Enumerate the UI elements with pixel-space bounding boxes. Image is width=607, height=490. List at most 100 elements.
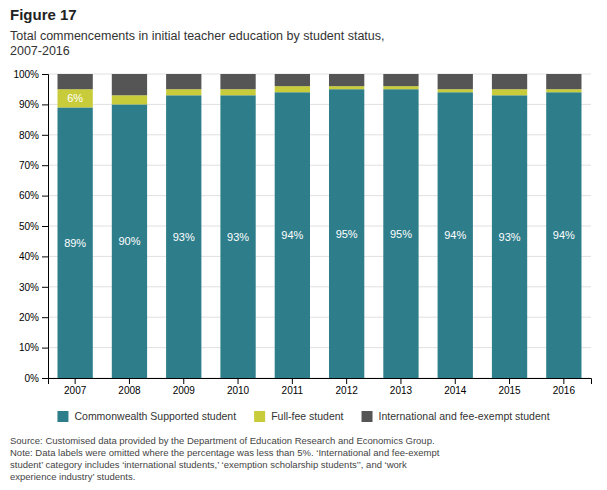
tick-mark bbox=[42, 74, 48, 75]
tick-mark bbox=[509, 378, 510, 384]
tick-label: 2012 bbox=[336, 385, 359, 396]
tick-label: 40% bbox=[19, 251, 39, 262]
axis-line bbox=[42, 75, 49, 379]
bar bbox=[220, 74, 255, 89]
tick-mark bbox=[563, 378, 564, 384]
tick-mark bbox=[42, 165, 48, 166]
tick: 20% bbox=[19, 312, 48, 323]
tick: 2013 bbox=[390, 378, 413, 396]
chart: Figure 17 Total commencements in initial … bbox=[0, 0, 607, 490]
tick: 2008 bbox=[118, 378, 141, 396]
bar bbox=[438, 92, 473, 378]
legend-swatch bbox=[57, 411, 68, 422]
tick-mark bbox=[42, 196, 48, 197]
bar bbox=[383, 89, 418, 378]
bar bbox=[112, 74, 147, 95]
tick: 70% bbox=[19, 160, 48, 171]
tick-mark bbox=[238, 378, 239, 384]
bar bbox=[546, 92, 581, 378]
tick: 50% bbox=[19, 221, 48, 232]
bar bbox=[112, 104, 147, 378]
legend-label: International and fee-exempt student bbox=[379, 410, 550, 422]
tick-label: 2011 bbox=[282, 385, 304, 396]
tick-label: 2009 bbox=[173, 385, 196, 396]
tick-label: 30% bbox=[19, 282, 39, 293]
tick: 80% bbox=[19, 130, 48, 141]
tick-label: 80% bbox=[19, 130, 39, 141]
tick: 90% bbox=[19, 99, 48, 110]
tick-mark bbox=[42, 104, 48, 105]
tick-label: 50% bbox=[19, 221, 39, 232]
bar bbox=[58, 89, 93, 107]
tick-mark bbox=[400, 378, 401, 384]
plot: 89%90%93%93%94%95%95%94%93%94%6%0%10%20%… bbox=[13, 69, 591, 396]
series bbox=[58, 74, 582, 95]
data-labels: 89%90%93%93%94%95%95%94%93%94%6% bbox=[64, 92, 575, 248]
bar bbox=[58, 74, 93, 89]
tick: 10% bbox=[19, 342, 48, 353]
tick-label: 100% bbox=[13, 69, 39, 80]
tick-label: 20% bbox=[19, 312, 39, 323]
data-label: 93% bbox=[499, 231, 521, 243]
legend-item: Commonwealth Supported student bbox=[57, 410, 236, 422]
tick-label: 2014 bbox=[444, 385, 467, 396]
tick-label: 2010 bbox=[227, 385, 250, 396]
tick-mark bbox=[42, 135, 48, 136]
x-axis: 2007 2008 2009 2010 2011 2012 2013 2014 2015 2016 bbox=[49, 378, 592, 396]
tick: 2010 bbox=[227, 378, 250, 396]
bar bbox=[166, 95, 201, 378]
tick-mark bbox=[183, 378, 184, 384]
bar bbox=[166, 89, 201, 95]
tick: 100% bbox=[13, 69, 48, 80]
annotation: Source: Customised data provided by the … bbox=[10, 435, 440, 482]
legend-swatch bbox=[254, 411, 265, 422]
data-label: 94% bbox=[444, 229, 466, 241]
legend-item: International and fee-exempt student bbox=[362, 410, 550, 422]
tick: 0% bbox=[25, 373, 48, 384]
bar bbox=[275, 92, 310, 378]
bar bbox=[329, 86, 364, 89]
tick: 2007 bbox=[64, 378, 87, 396]
bar bbox=[329, 89, 364, 378]
bar bbox=[438, 74, 473, 89]
tick: 2009 bbox=[173, 378, 196, 396]
tick: 2012 bbox=[336, 378, 359, 396]
bar bbox=[383, 74, 418, 86]
tick: 2016 bbox=[553, 378, 576, 396]
bar bbox=[492, 95, 527, 378]
data-label: 94% bbox=[553, 229, 575, 241]
tick-mark bbox=[455, 378, 456, 384]
tick-mark bbox=[42, 287, 48, 288]
tick-mark bbox=[42, 226, 48, 227]
grid bbox=[48, 74, 591, 378]
tick-mark bbox=[129, 378, 130, 384]
tick-label: 60% bbox=[19, 190, 39, 201]
tick: 2015 bbox=[498, 378, 521, 396]
bar bbox=[329, 74, 364, 86]
tick-label: 2013 bbox=[390, 385, 413, 396]
tick: 2014 bbox=[444, 378, 467, 396]
tick: 40% bbox=[19, 251, 48, 262]
tick-label: 2015 bbox=[498, 385, 521, 396]
tick-mark bbox=[42, 317, 48, 318]
tick-label: 10% bbox=[19, 342, 39, 353]
title: Figure 17 bbox=[10, 6, 77, 23]
y-axis: 0% 10% 20% 30% 40% 50% 60% 70% 80% 90% 100% bbox=[13, 69, 48, 384]
tick-mark bbox=[346, 378, 347, 384]
tick: 30% bbox=[19, 282, 48, 293]
bar bbox=[546, 89, 581, 92]
subtitle: Total commencements in initial teacher e… bbox=[10, 29, 385, 58]
tick: 60% bbox=[19, 190, 48, 201]
tick-mark bbox=[42, 348, 48, 349]
bar bbox=[546, 74, 581, 89]
bar bbox=[438, 89, 473, 92]
bar bbox=[220, 89, 255, 95]
bar bbox=[112, 95, 147, 104]
bar bbox=[58, 107, 93, 378]
bar bbox=[275, 86, 310, 92]
tick-label: 2016 bbox=[553, 385, 576, 396]
bar bbox=[383, 86, 418, 89]
axis-line bbox=[49, 379, 592, 385]
legend-item: Full-fee student bbox=[254, 410, 343, 422]
data-label: 94% bbox=[281, 229, 303, 241]
